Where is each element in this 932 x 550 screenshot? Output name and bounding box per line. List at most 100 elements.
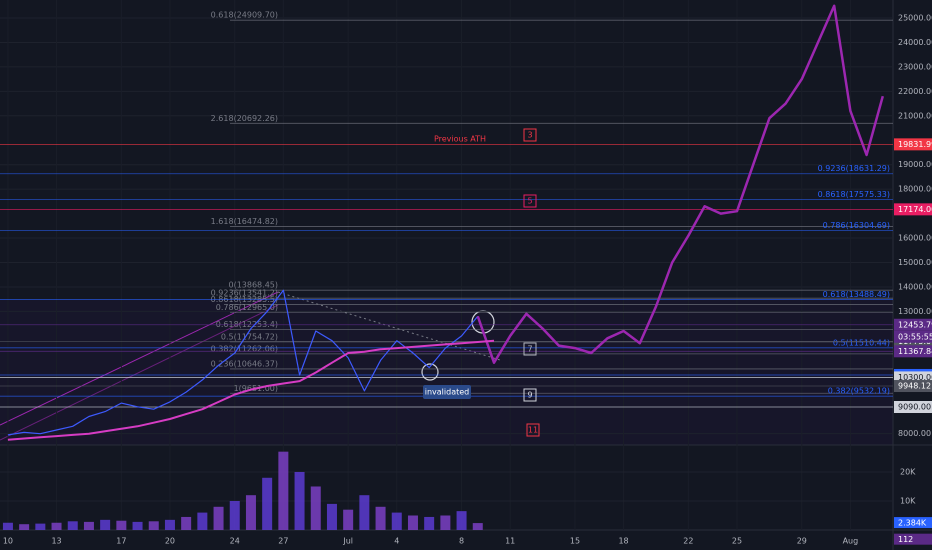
price-tag <box>894 318 932 331</box>
fib-label: 0.9236(13541.2) <box>211 289 278 298</box>
fib-label: 0.382(11262.06) <box>211 344 278 353</box>
y-tick-label: 20K <box>900 467 916 476</box>
countdown-tag <box>894 330 932 343</box>
volume-bar <box>278 451 289 530</box>
x-tick-label: 27 <box>278 537 288 546</box>
wave-box <box>523 388 537 402</box>
highlight-circle <box>421 363 439 381</box>
volume-bar <box>35 523 46 530</box>
price-tag-label: 17174.00 <box>898 205 932 214</box>
volume-tag <box>894 517 932 529</box>
volume-bar <box>229 500 240 530</box>
wave-label: 5 <box>527 197 532 206</box>
x-tick-label: Aug <box>843 537 859 546</box>
x-tick-label: 17 <box>116 537 126 546</box>
volume-tag-label: 112 <box>898 535 913 544</box>
price-tag <box>894 203 932 216</box>
volume-bar <box>2 522 13 530</box>
wave-label: 11 <box>528 426 538 435</box>
x-tick-label: 22 <box>683 537 693 546</box>
fib-label: 0.5(11754.72) <box>221 332 278 341</box>
fib-label: 0.786(12965.0) <box>216 303 278 312</box>
series-line <box>7 339 495 441</box>
volume-bar <box>213 506 224 530</box>
x-tick-label: 18 <box>618 537 628 546</box>
x-tick-label: 11 <box>505 537 515 546</box>
countdown: 03:55:55 <box>898 332 932 341</box>
volume-bar <box>440 515 451 530</box>
x-tick-label: 8 <box>459 537 464 546</box>
series-line <box>7 289 479 436</box>
y-tick-label: 19000.00 <box>898 160 932 169</box>
x-tick-label: 13 <box>51 537 61 546</box>
annotation: Previous ATH <box>434 135 486 144</box>
wave-box <box>523 128 537 142</box>
volume-bar <box>67 521 78 530</box>
volume-bar <box>375 506 386 530</box>
y-tick-label: 8000.00 <box>898 429 931 438</box>
volume-tag-label: 2.384K <box>898 519 927 528</box>
channel-line <box>0 291 279 426</box>
y-tick-label: 10K <box>900 496 916 505</box>
volume-bar <box>83 521 94 530</box>
x-tick-label: 15 <box>570 537 580 546</box>
x-tick-label: 24 <box>230 537 240 546</box>
volume-bar <box>407 515 418 530</box>
fib-label: 0.5(11510.44) <box>833 338 890 347</box>
y-tick-label: 21000.00 <box>898 111 932 120</box>
volume-bar <box>343 509 354 530</box>
zone <box>0 300 893 445</box>
volume-bar <box>262 477 273 530</box>
wave-label: 7 <box>527 345 532 354</box>
volume-bar <box>132 521 143 530</box>
fib-label: 0.236(10646.37) <box>211 359 278 368</box>
fib-label: 0.618(24909.70) <box>211 11 278 20</box>
volume-bar <box>359 495 370 530</box>
volume-bar <box>116 520 127 530</box>
channel-line <box>0 304 279 441</box>
volume-bar <box>51 522 62 530</box>
wave-label: 3 <box>527 131 532 140</box>
y-tick-label: 25000.00 <box>898 13 932 22</box>
y-tick-label: 13000.00 <box>898 307 932 316</box>
wave-box <box>523 194 537 208</box>
price-tag-label: 12453.79 <box>898 320 932 329</box>
x-tick-label: 4 <box>394 537 399 546</box>
volume-bar <box>326 503 337 530</box>
fib-label: 0.786(16304.69) <box>823 221 890 230</box>
volume-bar <box>245 495 256 530</box>
fib-label: 0.9236(18631.29) <box>818 164 890 173</box>
fib-label: 0.618(13488.49) <box>823 290 890 299</box>
x-tick-label: Jul <box>342 537 353 546</box>
y-tick-label: 14000.00 <box>898 282 932 291</box>
volume-bar <box>100 519 111 530</box>
label-box <box>423 385 471 399</box>
fib-label: 0(13868.45) <box>228 281 278 290</box>
volume-bar <box>294 471 305 530</box>
wave-label: 9 <box>527 391 532 400</box>
volume-bar <box>424 516 435 530</box>
wave-box <box>523 342 537 356</box>
volume-bar <box>148 521 159 530</box>
price-tag <box>894 345 932 358</box>
volume-bar <box>197 512 208 530</box>
price-tag-label: 10300.00 <box>898 373 932 382</box>
fib-label: 2.618(20692.26) <box>211 114 278 123</box>
y-tick-label: 16000.00 <box>898 234 932 243</box>
x-tick-label: 10 <box>3 537 13 546</box>
volume-bar <box>456 511 467 530</box>
series-line <box>476 4 885 364</box>
price-tag-label: 9948.12 <box>898 382 931 391</box>
y-tick-label: 15000.00 <box>898 258 932 267</box>
fib-label: 0.8618(17575.33) <box>818 190 890 199</box>
y-tick-label: 24000.00 <box>898 38 932 47</box>
y-tick-label: 22000.00 <box>898 87 932 96</box>
x-tick-label: 29 <box>797 537 807 546</box>
volume-bar <box>19 524 30 530</box>
trend-line <box>277 291 501 361</box>
price-tag-label: 11367.84 <box>898 347 932 356</box>
volume-bar <box>310 486 321 530</box>
volume-bar <box>391 512 402 530</box>
